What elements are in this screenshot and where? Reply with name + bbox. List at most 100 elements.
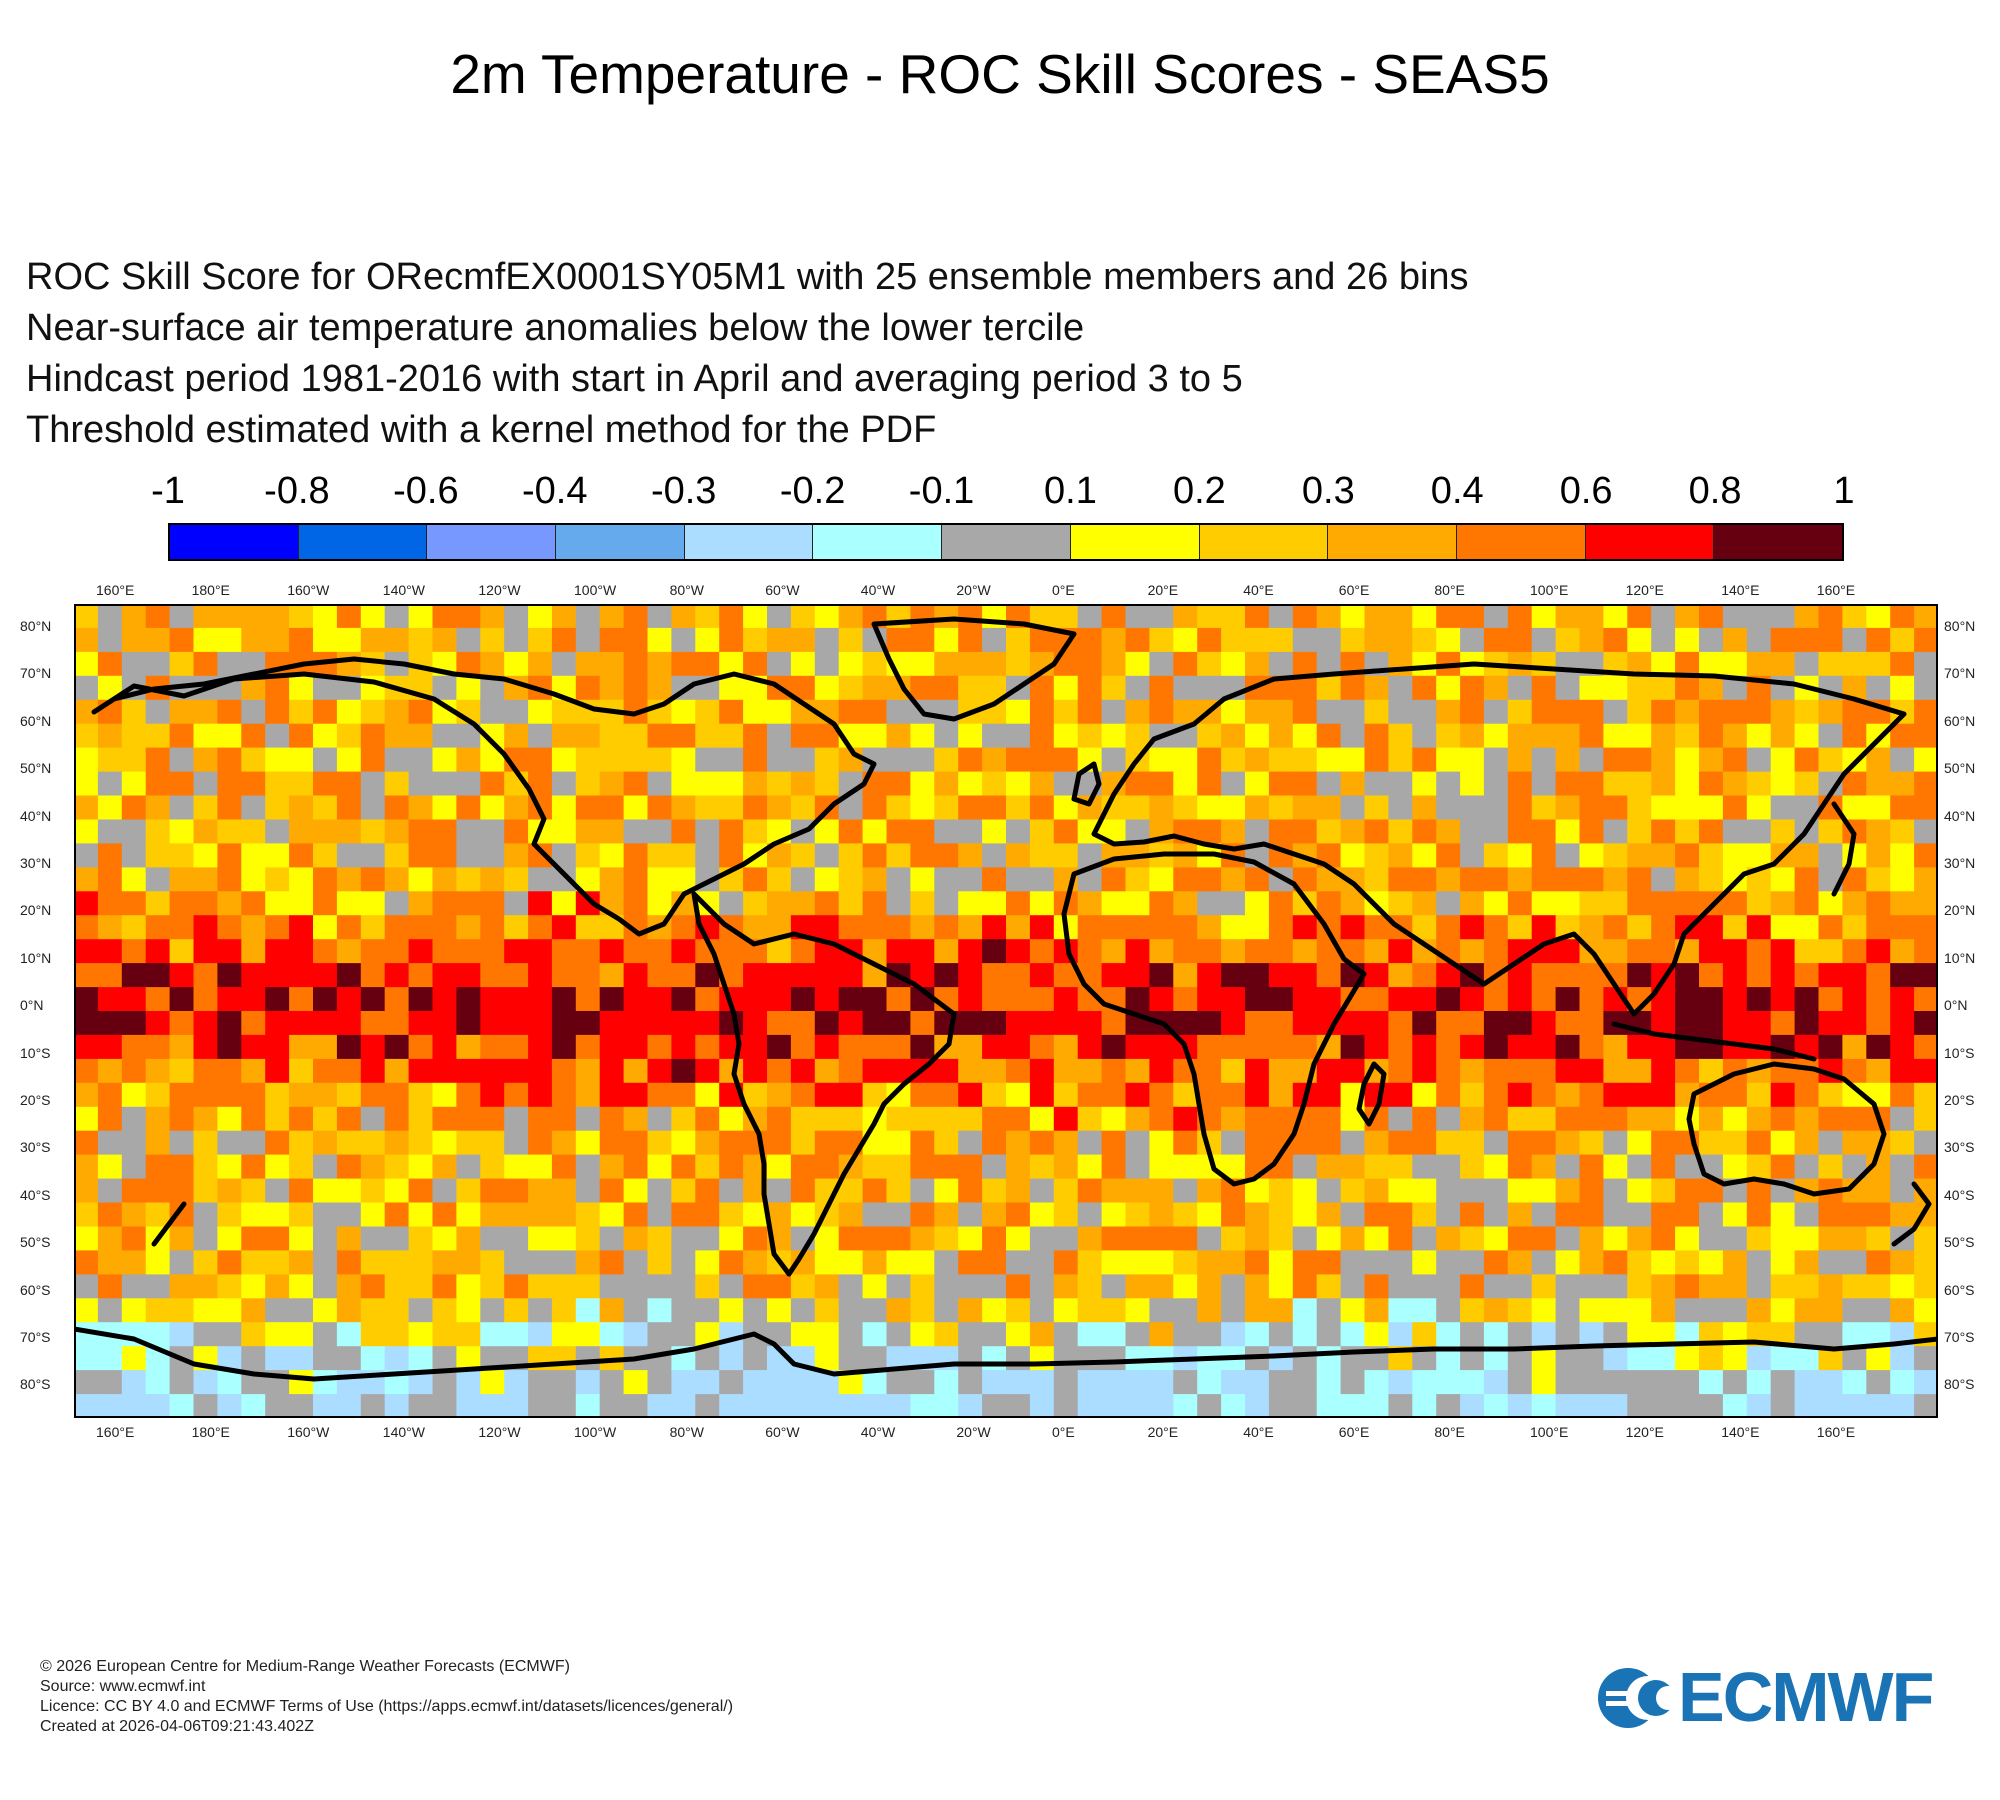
skill-cell — [1412, 843, 1437, 868]
skill-cell — [432, 843, 457, 868]
skill-cell — [1890, 915, 1915, 940]
skill-cell — [1125, 1154, 1150, 1180]
skill-cell — [1125, 1322, 1150, 1347]
skill-cell — [743, 1226, 768, 1251]
skill-cell — [886, 891, 911, 916]
skill-cell — [1125, 1274, 1150, 1299]
skill-cell — [504, 1154, 529, 1180]
skill-cell — [910, 1274, 935, 1299]
skill-cell — [97, 987, 123, 1012]
skill-cell — [528, 1394, 553, 1418]
skill-cell — [408, 843, 434, 868]
skill-cell — [1436, 1082, 1461, 1108]
skill-cell — [1794, 891, 1820, 916]
lon-tick-label: 100°W — [574, 582, 617, 598]
skill-cell — [313, 843, 338, 868]
skill-cell — [121, 651, 147, 677]
skill-cell — [1077, 1011, 1103, 1036]
skill-cell — [1245, 987, 1270, 1012]
skill-cell — [336, 699, 362, 725]
skill-cell — [1627, 1250, 1652, 1275]
skill-cell — [241, 1130, 266, 1156]
skill-cell — [1292, 723, 1318, 749]
lat-tick-label: 60°S — [1944, 1281, 1975, 1298]
skill-cell — [838, 1202, 864, 1227]
skill-cell — [1483, 1034, 1509, 1060]
skill-cell — [1101, 604, 1127, 629]
skill-cell — [528, 1034, 553, 1060]
skill-cell — [647, 1274, 672, 1299]
skill-cell — [1077, 1274, 1103, 1299]
skill-cell — [169, 1106, 195, 1132]
skill-cell — [528, 987, 553, 1012]
skill-cell — [360, 747, 386, 773]
skill-cell — [1627, 1058, 1652, 1084]
skill-cell — [1006, 723, 1031, 749]
skill-cell — [934, 723, 959, 749]
skill-cell — [719, 819, 744, 844]
skill-cell — [313, 1250, 338, 1275]
skill-cell — [313, 675, 338, 701]
skill-cell — [121, 939, 147, 964]
skill-cell — [217, 651, 242, 677]
skill-cell — [982, 651, 1007, 677]
skill-cell — [958, 1011, 983, 1036]
skill-cell — [1460, 1106, 1485, 1132]
skill-cell — [1531, 1394, 1557, 1418]
skill-cell — [241, 867, 266, 892]
skill-cell — [1507, 1298, 1533, 1323]
skill-cell — [1722, 747, 1748, 773]
skill-cell — [934, 1106, 959, 1132]
skill-cell — [265, 1274, 290, 1299]
skill-cell — [384, 699, 410, 725]
skill-cell — [1006, 1202, 1031, 1227]
skill-cell — [1053, 1250, 1079, 1275]
skill-cell — [1149, 627, 1174, 653]
skill-cell — [695, 1226, 720, 1251]
skill-cell — [838, 1082, 864, 1108]
skill-cell — [336, 1106, 362, 1132]
skill-cell — [1890, 771, 1915, 797]
skill-cell — [145, 1250, 171, 1275]
skill-cell — [1675, 699, 1700, 725]
lat-tick-label: 20°N — [1944, 902, 1976, 919]
skill-cell — [886, 1106, 911, 1132]
skill-cell — [575, 604, 601, 629]
skill-cell — [432, 1274, 457, 1299]
skill-cell — [647, 1106, 672, 1132]
skill-cell — [1603, 1346, 1628, 1371]
skill-cell — [599, 963, 625, 988]
skill-cell — [360, 1298, 386, 1323]
lat-tick-label: 10°N — [20, 949, 52, 966]
skill-cell — [1890, 747, 1915, 773]
skill-cell — [121, 604, 147, 629]
skill-cell — [862, 819, 888, 844]
skill-cell — [719, 604, 744, 629]
skill-cell — [169, 1322, 195, 1347]
skill-cell — [336, 1250, 362, 1275]
skill-cell — [934, 604, 959, 629]
skill-cell — [958, 1226, 983, 1251]
skill-cell — [265, 987, 290, 1012]
skill-cell — [1364, 675, 1389, 701]
skill-cell — [1579, 747, 1604, 773]
colorbar-label: -0.4 — [522, 470, 588, 512]
lon-tick-label: 80°E — [1434, 1424, 1465, 1440]
skill-cell — [934, 915, 959, 940]
skill-cell — [384, 1250, 410, 1275]
skill-cell — [1818, 1082, 1843, 1108]
ecmwf-logo-text: ECMWF — [1678, 1658, 1934, 1736]
skill-cell — [241, 747, 266, 773]
skill-cell — [74, 723, 99, 749]
coastline-eurasia — [1091, 661, 1907, 1017]
skill-cell — [1866, 651, 1891, 677]
skill-cell — [1197, 867, 1222, 892]
skill-cell — [1364, 1274, 1389, 1299]
skill-cell — [1579, 1106, 1604, 1132]
skill-cell — [575, 1346, 601, 1371]
skill-cell — [934, 819, 959, 844]
skill-cell — [528, 1106, 553, 1132]
skill-cell — [1794, 1106, 1820, 1132]
lon-tick-label: 80°E — [1434, 582, 1465, 598]
skill-cell — [982, 843, 1007, 868]
